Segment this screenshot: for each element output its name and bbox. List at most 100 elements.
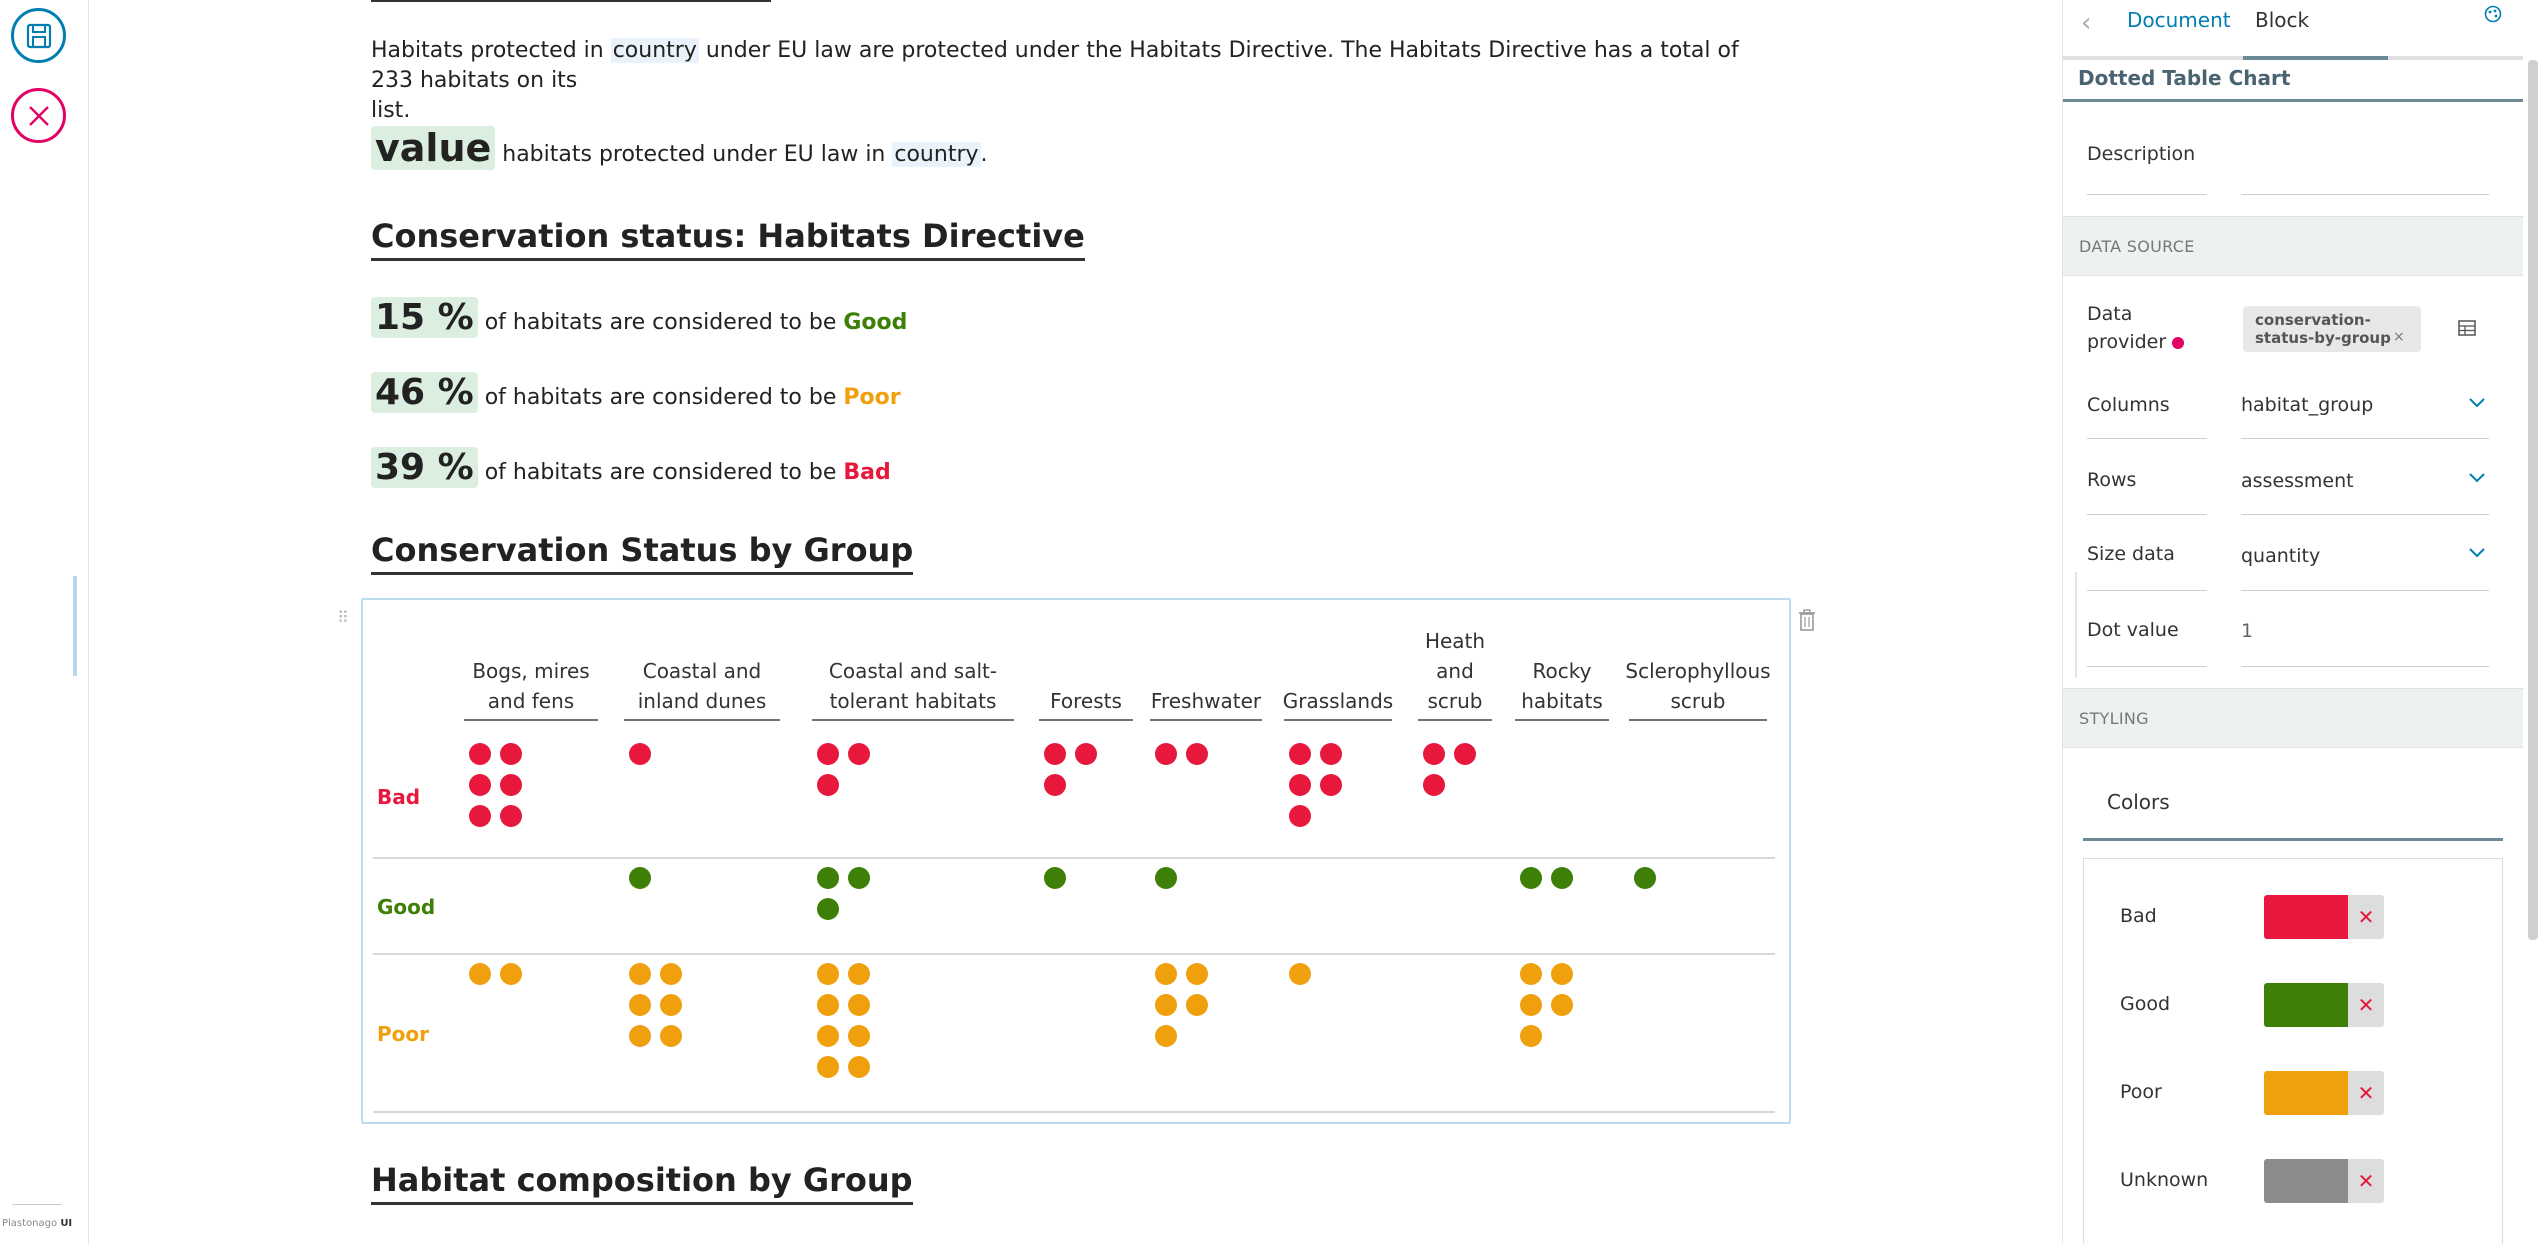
columns-label: Columns: [2087, 394, 2170, 416]
data-table-icon[interactable]: [2457, 318, 2477, 338]
chart-dot: [817, 774, 839, 796]
chart-dot: [469, 743, 491, 765]
column-header-label: and fens: [488, 689, 574, 713]
sidebar-scrollbar[interactable]: [2528, 60, 2538, 940]
chart-dot: [848, 963, 870, 985]
data-provider-label-line: Data: [2087, 303, 2133, 325]
block-settings-sidebar: ‹ Document Block Dotted Table Chart Desc…: [2062, 0, 2538, 1244]
description-label: Description: [2087, 143, 2196, 165]
chart-dot: [1155, 994, 1177, 1016]
color-row: Good ✕: [2084, 983, 2504, 1031]
chart-dot: [469, 774, 491, 796]
column-header-label: Bogs, mires: [472, 659, 589, 683]
data-provider-chip[interactable]: conservation- status-by-group ×: [2243, 306, 2421, 352]
tab-document[interactable]: Document: [2127, 8, 2231, 32]
remove-color-icon[interactable]: ✕: [2348, 983, 2384, 1027]
status-label-poor: Poor: [843, 385, 901, 410]
dot-value-input[interactable]: 1: [2241, 620, 2254, 642]
chart-dot: [1634, 867, 1656, 889]
stat-poor-value: 46 %: [371, 372, 478, 413]
description-field[interactable]: [2241, 194, 2489, 195]
size-data-select[interactable]: quantity: [2241, 545, 2321, 567]
chevron-left-icon[interactable]: ‹: [2081, 8, 2092, 38]
trash-icon[interactable]: [1797, 608, 1817, 632]
chart-dot: [848, 994, 870, 1016]
brand-logo: Plastonago UI: [2, 1218, 72, 1229]
value-text: habitats protected under EU law in: [495, 142, 893, 167]
chart-dot: [1520, 963, 1542, 985]
stat-bad: 39 % of habitats are considered to be Ba…: [371, 446, 1771, 495]
color-swatch[interactable]: [2264, 983, 2348, 1027]
styling-section[interactable]: STYLING: [2063, 688, 2523, 748]
stat-text: of habitats are considered to be: [477, 385, 844, 410]
row-label: Good: [377, 895, 435, 919]
dotted-table-chart-block[interactable]: Bogs, mires and fens Coastal and inland dun…: [361, 598, 1791, 1124]
chart-dot: [1155, 1025, 1177, 1047]
color-row: Unknown ✕: [2084, 1159, 2504, 1207]
chart-dot: [1155, 743, 1177, 765]
close-icon: [28, 105, 49, 126]
chart-dot: [817, 743, 839, 765]
intro-text: under EU law are protected under the Hab…: [371, 38, 1739, 93]
chart-dot: [1186, 994, 1208, 1016]
stat-text: of habitats are considered to be: [477, 310, 844, 335]
tab-colors[interactable]: Colors: [2107, 790, 2170, 814]
colors-panel: Bad ✕ Good ✕ Poor ✕ Unknown ✕: [2083, 858, 2503, 1244]
chart-dot: [1044, 743, 1066, 765]
color-row: Poor ✕: [2084, 1071, 2504, 1119]
chart-dot: [1551, 963, 1573, 985]
column-header-label: Sclerophyllous: [1625, 659, 1770, 683]
chart-dot: [848, 743, 870, 765]
chart-dot: [629, 1025, 651, 1047]
data-provider-label-line: provider: [2087, 331, 2167, 353]
chart-dot: [1320, 774, 1342, 796]
stat-bad-value: 39 %: [371, 447, 478, 488]
cancel-button[interactable]: [11, 88, 66, 143]
tab-block[interactable]: Block: [2255, 8, 2310, 32]
toolbar-footer: Plastonago UI: [0, 1204, 89, 1244]
palette-icon[interactable]: [2483, 4, 2503, 24]
country-variable[interactable]: country: [610, 38, 699, 63]
intro-paragraph: Habitats protected in country under EU l…: [371, 36, 1771, 126]
value-text: .: [980, 142, 988, 167]
chevron-down-icon[interactable]: [2467, 396, 2487, 410]
color-swatch[interactable]: [2264, 1159, 2348, 1203]
column-header-label: inland dunes: [638, 689, 767, 713]
chevron-down-icon[interactable]: [2467, 471, 2487, 485]
rows-select[interactable]: assessment: [2241, 470, 2354, 492]
remove-provider-icon[interactable]: ×: [2393, 329, 2405, 345]
chart-dot: [1520, 994, 1542, 1016]
remove-color-icon[interactable]: ✕: [2348, 1071, 2384, 1115]
chart-dot: [1454, 743, 1476, 765]
chart-dot: [848, 1025, 870, 1047]
chart-dot: [660, 963, 682, 985]
data-source-section[interactable]: DATA SOURCE: [2063, 216, 2523, 276]
remove-color-icon[interactable]: ✕: [2348, 895, 2384, 939]
color-swatch[interactable]: [2264, 1071, 2348, 1115]
row-label: Bad: [377, 785, 420, 809]
heading-habitat-composition: Habitat composition by Group: [371, 1160, 913, 1205]
chart-dot: [1551, 867, 1573, 889]
chevron-down-icon[interactable]: [2467, 546, 2487, 560]
color-name: Unknown: [2120, 1169, 2209, 1191]
intro-text: list.: [371, 98, 411, 123]
country-variable[interactable]: country: [892, 142, 981, 167]
rows-label: Rows: [2087, 469, 2137, 491]
chart-dot: [629, 743, 651, 765]
dot-value-label: Dot value: [2087, 619, 2179, 641]
chart-dot: [1155, 963, 1177, 985]
size-data-label: Size data: [2087, 543, 2175, 565]
status-label-good: Good: [843, 310, 908, 335]
remove-color-icon[interactable]: ✕: [2348, 1159, 2384, 1203]
chart-dot: [1289, 774, 1311, 796]
value-paragraph: value habitats protected under EU law in…: [371, 126, 1771, 177]
value-variable[interactable]: value: [371, 126, 496, 170]
save-button[interactable]: [11, 8, 66, 63]
drag-handle-icon[interactable]: ⠿: [337, 608, 349, 627]
block-type-title: Dotted Table Chart: [2063, 62, 2523, 102]
status-label-bad: Bad: [843, 460, 891, 485]
dotted-table-chart: Bogs, mires and fens Coastal and inland dun…: [373, 629, 1775, 1113]
chart-dot: [1423, 743, 1445, 765]
color-swatch[interactable]: [2264, 895, 2348, 939]
columns-select[interactable]: habitat_group: [2241, 394, 2374, 416]
